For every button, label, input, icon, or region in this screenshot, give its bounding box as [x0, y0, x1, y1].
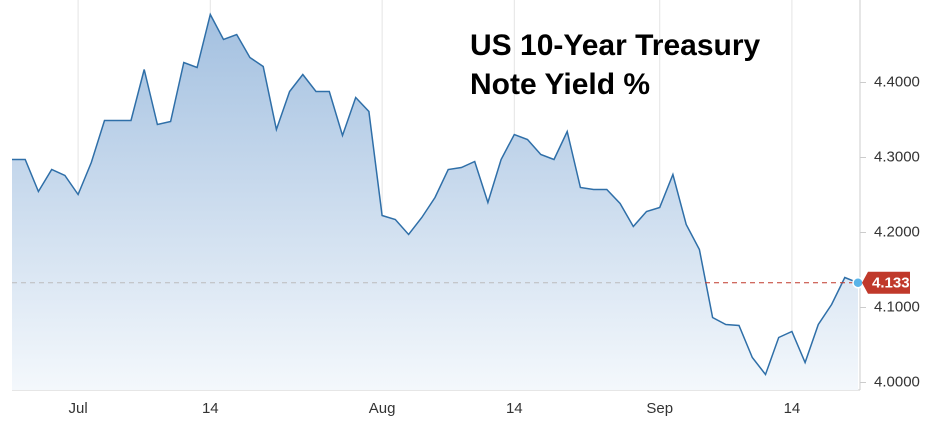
x-tick-label: 14: [506, 400, 523, 417]
last-point: [852, 277, 864, 289]
x-tick-label: 14: [202, 400, 219, 417]
y-tick-label: 4.4000: [874, 73, 920, 90]
value-label-box: [862, 271, 910, 294]
y-tick-label: 4.1000: [874, 298, 920, 315]
x-tick-label: 14: [784, 400, 801, 417]
y-tick-label: 4.3000: [874, 148, 920, 165]
line: [12, 12, 859, 377]
x-tick-label: Aug: [369, 400, 396, 417]
x-tick-label: Sep: [646, 400, 673, 417]
y-tick-label: 4.2000: [874, 223, 920, 240]
value-label: 4.1330: [872, 275, 918, 292]
x-tick-label: Jul: [69, 400, 88, 417]
y-tick-label: 4.0000: [874, 373, 920, 390]
area: [12, 14, 858, 390]
chart-title: US 10-Year Treasury Note Yield %: [470, 29, 761, 101]
